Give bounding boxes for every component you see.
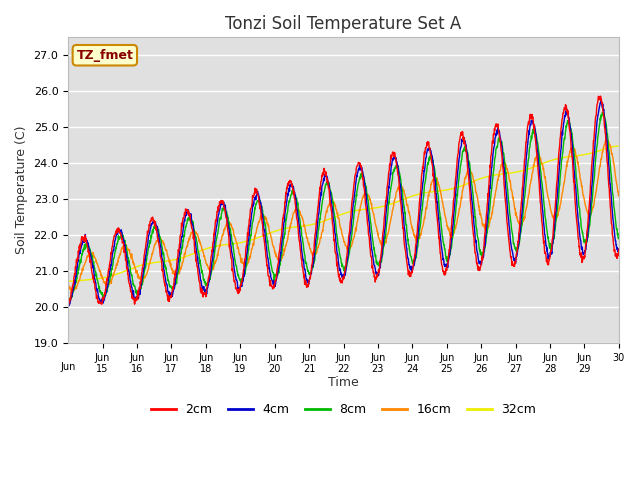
Title: Tonzi Soil Temperature Set A: Tonzi Soil Temperature Set A [225, 15, 461, 33]
Text: TZ_fmet: TZ_fmet [76, 49, 133, 62]
X-axis label: Time: Time [328, 376, 359, 389]
Y-axis label: Soil Temperature (C): Soil Temperature (C) [15, 126, 28, 254]
Legend: 2cm, 4cm, 8cm, 16cm, 32cm: 2cm, 4cm, 8cm, 16cm, 32cm [145, 398, 541, 421]
Text: Jun: Jun [60, 362, 76, 372]
